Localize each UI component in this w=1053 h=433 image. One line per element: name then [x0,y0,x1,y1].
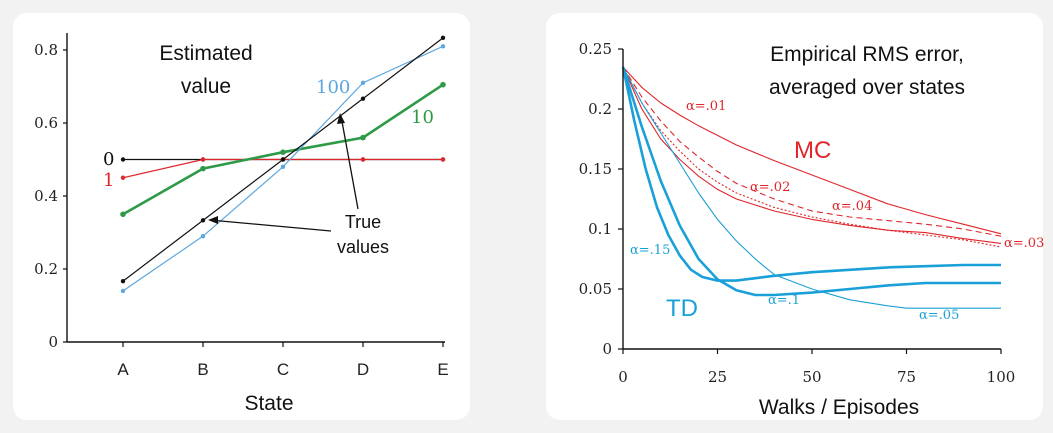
x-tick-label: B [197,360,208,379]
x-tick-label: 0 [618,368,628,386]
chart-title-line2: averaged over states [769,76,965,99]
y-tick-label: 0.15 [579,160,612,178]
chart-title-line1: Empirical RMS error, [770,43,964,66]
mc-alpha-01-label: α=.01 [686,99,726,114]
data-point-10 [120,211,126,218]
y-tick-label: 0.2 [588,100,612,118]
series-line-mc-alpha-03 [622,66,1002,248]
x-tick-label: 75 [897,368,916,386]
data-point-true-values [120,278,126,284]
y-tick-label: 0.2 [34,260,58,278]
true-values-arrowhead-2 [337,113,345,124]
data-point-10 [200,165,206,172]
data-point-10 [280,149,286,155]
x-tick-label: 50 [802,368,821,386]
data-point-100 [200,233,206,239]
y-tick-label: 0.05 [579,280,612,298]
y-tick-label: 0.6 [34,114,58,132]
x-tick-label: 100 [987,368,1016,386]
data-point-true-values [440,35,446,41]
series-label-1: 1 [103,170,114,191]
x-tick-label: D [357,360,369,379]
y-tick-label: 0.25 [579,40,612,58]
data-point-true-values [280,157,286,162]
data-point-true-values [360,96,366,101]
data-point-10 [440,81,446,88]
td-alpha-15-label: α=.15 [630,243,670,258]
td-label: TD [666,295,698,322]
chart-title-line1: Estimated [159,42,252,65]
x-tick-label: C [277,360,289,379]
y-tick-label: 0.4 [34,187,58,205]
true-values-label-line2: values [337,237,389,257]
mc-alpha-04-label: α=.04 [832,199,872,214]
series-label-10: 10 [411,107,434,128]
x-tick-label: E [437,360,448,379]
y-tick-label: 0.1 [588,220,612,238]
data-point-1 [360,157,366,162]
data-point-1 [120,175,126,180]
data-point-100 [120,288,126,294]
estimated-value-panel: 0 0.2 0.4 0.6 0.8 A B C D E State Estimated valu… [13,13,470,420]
data-point-100 [360,80,366,86]
series-label-100: 100 [316,77,350,98]
x-tick-label: 25 [708,368,727,386]
data-point-true-values [200,218,206,223]
true-values-label-line1: True [345,212,381,232]
data-point-0 [120,157,126,162]
data-point-10 [360,134,366,141]
true-values-arrow-1 [209,219,332,232]
y-tick-label: 0.8 [34,41,58,59]
td-alpha-05-label: α=.05 [919,308,959,323]
x-axis-title: State [244,392,293,415]
rms-error-chart: 0 0.05 0.1 0.15 0.2 0.25 0 25 50 75 100 Walks / E… [579,40,1045,419]
mc-alpha-02-label: α=.02 [750,180,790,195]
td-alpha-1-label: α=.1 [768,293,800,308]
true-values-arrow-2 [340,115,359,210]
x-axis-title: Walks / Episodes [759,396,919,419]
series-line-td-alpha-1 [621,66,1001,297]
y-tick-label: 0 [48,333,58,351]
mc-label: MC [794,137,831,164]
series-line-mc-alpha-04 [622,66,1002,244]
true-values-arrowhead-1 [208,216,218,224]
data-point-1 [440,157,446,162]
series-label-0: 0 [103,149,114,170]
series-line-mc-alpha-02 [622,66,1002,237]
mc-alpha-03-label: α=.03 [1004,236,1044,251]
estimated-value-chart: 0 0.2 0.4 0.6 0.8 A B C D E State Estimated valu… [34,33,449,415]
data-point-100 [440,44,446,49]
data-point-1 [200,157,206,162]
y-tick-label: 0 [602,340,612,358]
data-point-100 [280,164,286,169]
chart-title-line2: value [181,75,231,98]
x-tick-label: A [117,360,129,379]
series-line-mc-alpha-01 [622,66,1002,235]
series-line-td-alpha-05 [622,66,1001,309]
rms-error-panel: 0 0.05 0.1 0.15 0.2 0.25 0 25 50 75 100 Walks / E… [546,13,1045,420]
series-line-td-alpha-15 [621,66,1001,282]
